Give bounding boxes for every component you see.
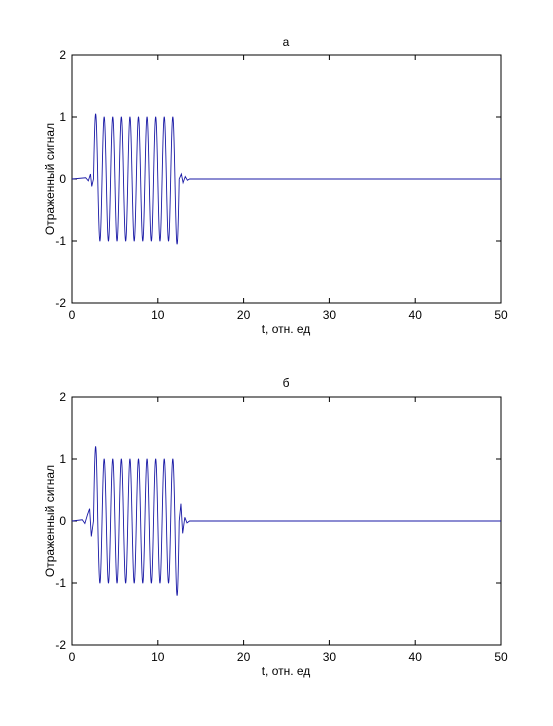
- chart-title: а: [283, 35, 290, 49]
- y-tick-label: -2: [55, 638, 66, 652]
- x-tick-label: 40: [409, 308, 423, 322]
- x-tick-label: 10: [151, 308, 165, 322]
- axis-ticks: 0 10 20 30 40 50 -2 -1 0 1 2: [55, 390, 508, 664]
- x-tick-label: 10: [151, 650, 165, 664]
- y-tick-label: 1: [59, 452, 66, 466]
- subplot-b: б 0 10 20 30 40 50 -2 -1 0 1 2 t, отн. ед Отраженн…: [43, 376, 508, 678]
- chart-title: б: [283, 376, 290, 390]
- y-axis-label: Отраженный сигнал: [43, 123, 57, 235]
- x-tick-label: 50: [494, 308, 508, 322]
- signal-line: [71, 446, 501, 596]
- y-tick-label: 0: [59, 172, 66, 186]
- signal-line: [71, 113, 501, 245]
- x-tick-label: 20: [237, 650, 251, 664]
- x-tick-label: 0: [69, 650, 76, 664]
- x-tick-label: 30: [323, 308, 337, 322]
- y-axis-label: Отраженный сигнал: [43, 465, 57, 577]
- y-tick-label: 2: [59, 390, 66, 404]
- axis-ticks: 0 10 20 30 40 50 -2 -1 0 1 2: [55, 48, 508, 322]
- x-axis-label: t, отн. ед: [262, 322, 311, 336]
- y-tick-label: -1: [55, 234, 66, 248]
- y-tick-label: 1: [59, 110, 66, 124]
- x-tick-label: 0: [69, 308, 76, 322]
- x-tick-label: 30: [323, 650, 337, 664]
- subplot-a: а 0 10 20 30 40 50 -2 -1 0 1 2 t, отн. ед Отраженн…: [43, 35, 508, 336]
- x-axis-label: t, отн. ед: [262, 664, 311, 678]
- x-tick-label: 20: [237, 308, 251, 322]
- y-tick-label: -1: [55, 576, 66, 590]
- y-tick-label: -2: [55, 296, 66, 310]
- x-tick-label: 50: [494, 650, 508, 664]
- y-tick-label: 2: [59, 48, 66, 62]
- x-tick-label: 40: [409, 650, 423, 664]
- y-tick-label: 0: [59, 514, 66, 528]
